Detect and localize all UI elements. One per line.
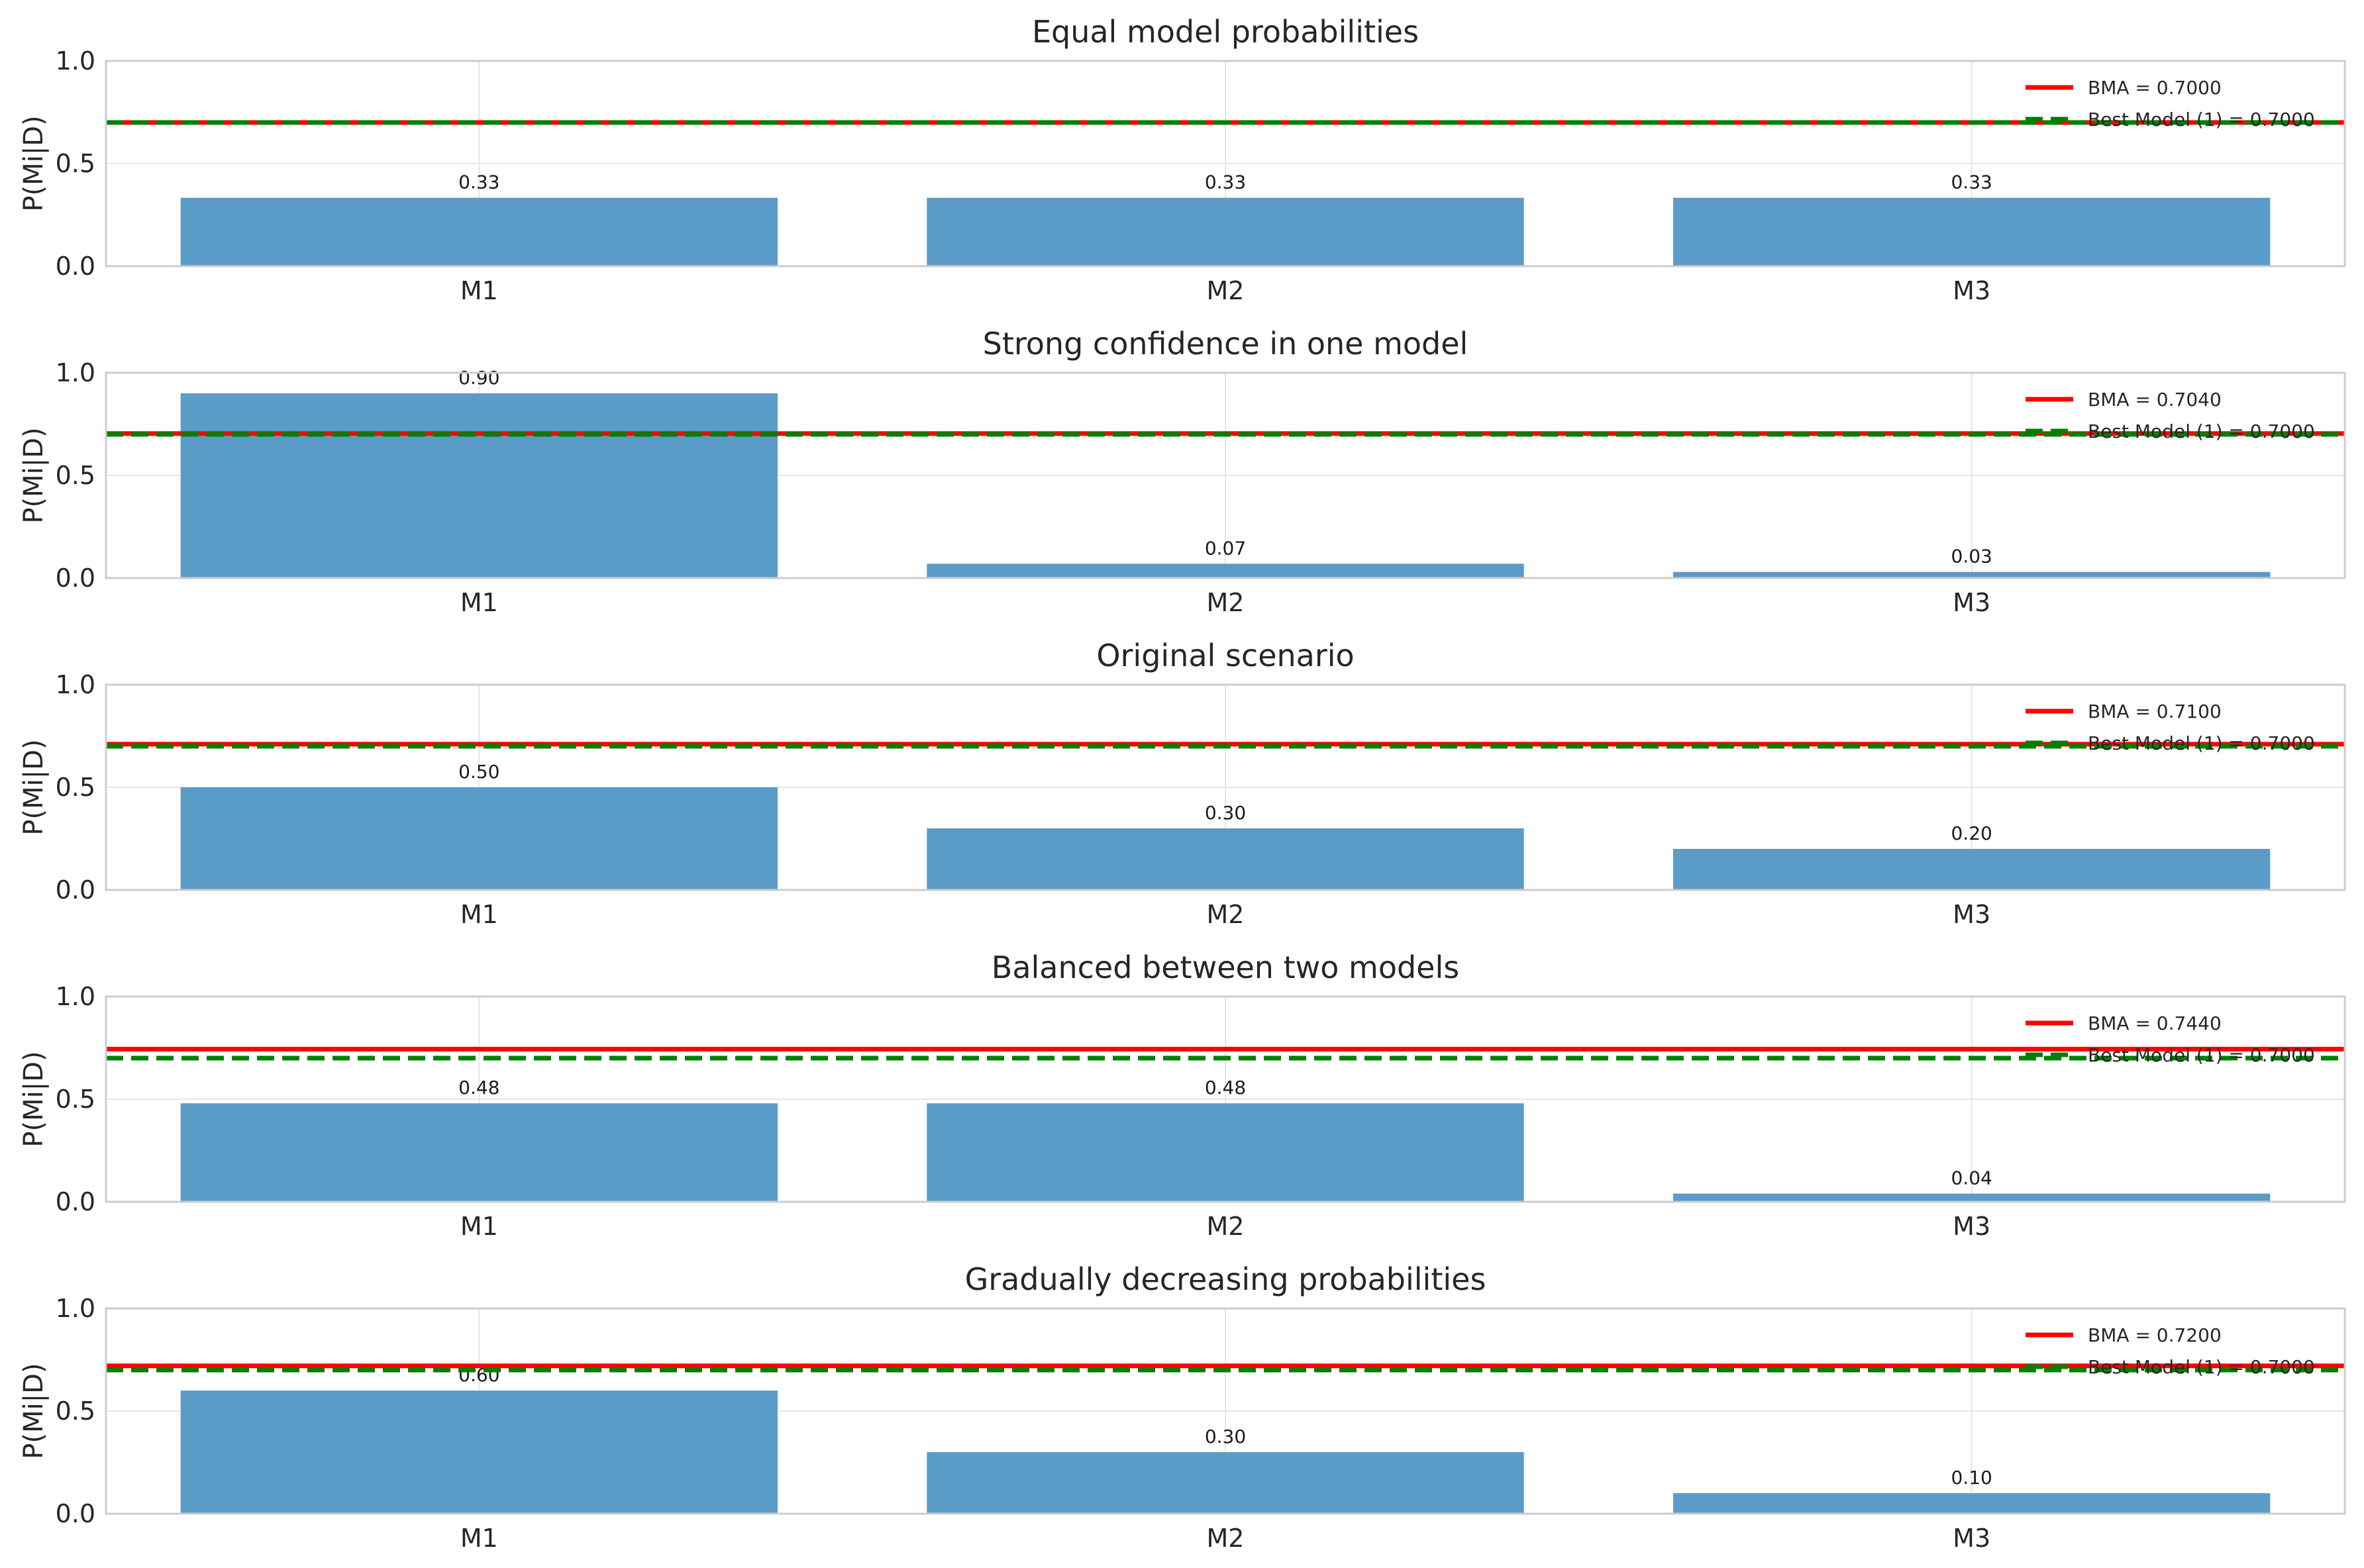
bar-m1 (180, 393, 778, 578)
y-tick-label: 1.0 (56, 982, 95, 1011)
axes-frame (105, 995, 2346, 1203)
bar-m2 (927, 197, 1524, 266)
bar-m2 (927, 828, 1524, 890)
bar-m1 (180, 197, 778, 266)
x-tick-label: M3 (1953, 1212, 1990, 1241)
bar-value-label: 0.03 (1951, 546, 1992, 567)
bar-value-label: 0.48 (1205, 1077, 1246, 1099)
bar-value-label: 0.33 (1205, 172, 1246, 193)
bar-value-label: 0.04 (1951, 1167, 1992, 1189)
bar-m3 (1673, 849, 2271, 890)
y-axis-label: P(Mi|D) (19, 1363, 49, 1459)
axes-frame (105, 683, 2346, 891)
bar-m3 (1673, 197, 2271, 266)
bar-value-label: 0.33 (458, 172, 499, 193)
bar-m3 (1673, 1193, 2271, 1202)
x-tick-label: M2 (1207, 276, 1245, 305)
y-tick-label: 0.5 (56, 149, 95, 178)
bar-value-label: 0.07 (1205, 537, 1246, 559)
x-tick-label: M3 (1953, 1524, 1990, 1553)
y-tick-label: 1.0 (56, 1294, 95, 1323)
y-tick-label: 1.0 (56, 670, 95, 699)
subplot-2: 0.90 0.07 0.03 0.0 0.5 1.0 M1 M2 M3 Strong confid… (19, 326, 2346, 617)
legend-best-model-label: Best Model (1) = 0.7000 (2088, 109, 2315, 130)
legend-bma-label: BMA = 0.7440 (2088, 1012, 2222, 1034)
legend-best-model-label: Best Model (1) = 0.7000 (2088, 420, 2315, 442)
x-tick-label: M2 (1207, 588, 1245, 617)
x-tick-label: M1 (460, 588, 498, 617)
bar-m3 (1673, 1493, 2271, 1514)
legend-bma-label: BMA = 0.7100 (2088, 701, 2222, 722)
bar-m2 (927, 1452, 1524, 1514)
axes-frame (105, 371, 2346, 579)
bar-value-label: 0.30 (1205, 1426, 1246, 1447)
y-tick-label: 0.5 (56, 1396, 95, 1426)
x-tick-label: M2 (1207, 1524, 1245, 1553)
legend-best-model-label: Best Model (1) = 0.7000 (2088, 1044, 2315, 1066)
y-tick-label: 0.0 (56, 252, 95, 281)
subplot-4: 0.48 0.48 0.04 0.0 0.5 1.0 M1 M2 M3 Balanced betw… (19, 950, 2346, 1241)
x-tick-label: M1 (460, 1212, 498, 1241)
bar-value-label: 0.10 (1951, 1467, 1992, 1489)
x-tick-label: M2 (1207, 900, 1245, 929)
subplot-3: 0.50 0.30 0.20 0.0 0.5 1.0 M1 M2 M3 Original scen… (19, 638, 2346, 929)
axes-frame (105, 1307, 2346, 1515)
y-tick-label: 0.0 (56, 564, 95, 593)
y-axis-label: P(Mi|D) (19, 739, 49, 835)
x-tick-label: M1 (460, 276, 498, 305)
legend-bma-label: BMA = 0.7040 (2088, 389, 2222, 411)
legend-best-model-label: Best Model (1) = 0.7000 (2088, 732, 2315, 754)
bar-value-label: 0.90 (458, 367, 499, 389)
subplot-title: Strong confidence in one model (983, 326, 1468, 362)
bar-value-label: 0.50 (458, 761, 499, 783)
y-axis-label: P(Mi|D) (19, 1051, 49, 1147)
y-tick-label: 0.5 (56, 461, 95, 490)
y-tick-label: 1.0 (56, 358, 95, 387)
x-tick-label: M1 (460, 1524, 498, 1553)
legend-bma-label: BMA = 0.7000 (2088, 77, 2222, 99)
subplot-title: Gradually decreasing probabilities (965, 1261, 1486, 1297)
bar-m1 (180, 1391, 778, 1514)
subplot-title: Balanced between two models (992, 950, 1459, 985)
y-tick-label: 0.0 (56, 875, 95, 905)
y-tick-label: 1.0 (56, 46, 95, 75)
y-tick-label: 0.0 (56, 1187, 95, 1216)
subplot-title: Original scenario (1096, 638, 1354, 673)
y-tick-label: 0.5 (56, 1085, 95, 1114)
x-tick-label: M2 (1207, 1212, 1245, 1241)
bar-m1 (180, 787, 778, 890)
bar-value-label: 0.48 (458, 1077, 499, 1099)
x-tick-label: M1 (460, 900, 498, 929)
bar-value-label: 0.33 (1951, 172, 1992, 193)
x-tick-label: M3 (1953, 900, 1990, 929)
bar-m2 (927, 564, 1524, 578)
bar-m2 (927, 1103, 1524, 1202)
x-tick-label: M3 (1953, 276, 1990, 305)
legend-best-model-label: Best Model (1) = 0.7000 (2088, 1356, 2315, 1378)
bar-value-label: 0.20 (1951, 822, 1992, 844)
bar-m1 (180, 1103, 778, 1202)
x-tick-label: M3 (1953, 588, 1990, 617)
subplot-1: 0.33 0.33 0.33 0.0 0.5 1.0 M1 M2 M3 Equal model p… (19, 14, 2346, 305)
y-tick-label: 0.0 (56, 1499, 95, 1528)
bar-m3 (1673, 571, 2271, 578)
legend-bma-label: BMA = 0.7200 (2088, 1324, 2222, 1346)
axes-frame (105, 60, 2346, 268)
y-axis-label: P(Mi|D) (19, 427, 49, 523)
y-axis-label: P(Mi|D) (19, 115, 49, 211)
bar-value-label: 0.30 (1205, 802, 1246, 824)
subplot-title: Equal model probabilities (1032, 14, 1419, 50)
y-tick-label: 0.5 (56, 773, 95, 802)
